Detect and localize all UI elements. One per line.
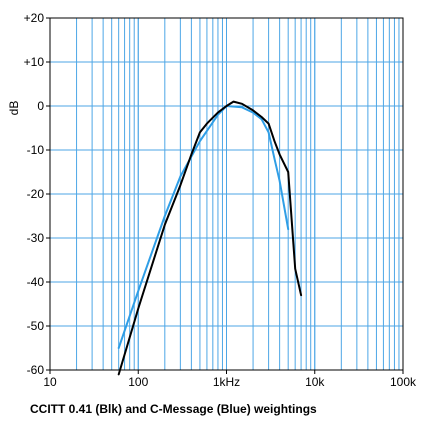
y-axis-label: dB [7,101,21,116]
x-tick-label: 100 [128,375,148,389]
y-tick-label: -30 [27,231,45,245]
y-tick-label: -20 [27,187,45,201]
y-tick-label: -50 [27,319,45,333]
plot-frame [46,17,404,374]
grid-lines [49,17,404,371]
curves [117,100,303,376]
y-tick-label: +20 [24,11,45,25]
y-tick-label: -10 [27,143,45,157]
series-line-1 [117,105,290,349]
x-tick-label: 1kHz [213,375,240,389]
x-tick-label: 10k [305,375,325,389]
x-tick-labels: 10 100 1kHz 10k 100k [43,375,417,389]
x-tick-label: 100k [390,375,417,389]
y-tick-label: +10 [24,55,45,69]
y-tick-label: 0 [37,99,44,113]
y-tick-label: -40 [27,275,45,289]
y-tick-label: -60 [27,363,45,377]
y-tick-labels: +20 +10 0 -10 -20 -30 -40 -50 -60 [24,11,45,377]
series-line-2 [117,100,303,376]
x-tick-label: 10 [43,375,57,389]
chart-title: CCITT 0.41 (Blk) and C-Message (Blue) we… [30,402,317,416]
